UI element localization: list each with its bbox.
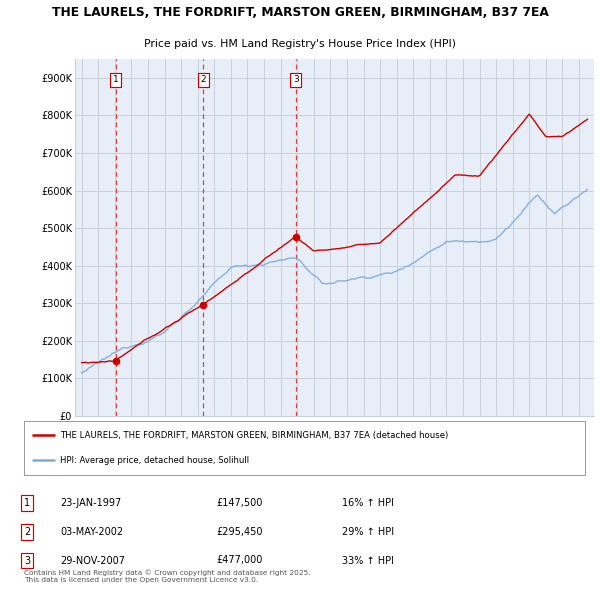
Text: 33% ↑ HPI: 33% ↑ HPI [342,556,394,565]
Text: 3: 3 [24,556,30,565]
Text: 1: 1 [24,498,30,507]
Text: 2: 2 [24,527,30,537]
Text: 29% ↑ HPI: 29% ↑ HPI [342,527,394,537]
Text: £295,450: £295,450 [216,527,263,537]
Text: HPI: Average price, detached house, Solihull: HPI: Average price, detached house, Soli… [61,456,250,465]
Text: £147,500: £147,500 [216,498,262,507]
Text: 16% ↑ HPI: 16% ↑ HPI [342,498,394,507]
Text: 3: 3 [293,75,299,84]
Text: 03-MAY-2002: 03-MAY-2002 [60,527,123,537]
Text: 23-JAN-1997: 23-JAN-1997 [60,498,121,507]
Text: 2: 2 [200,75,206,84]
Text: Price paid vs. HM Land Registry's House Price Index (HPI): Price paid vs. HM Land Registry's House … [144,39,456,49]
Text: 1: 1 [113,75,119,84]
Text: THE LAURELS, THE FORDRIFT, MARSTON GREEN, BIRMINGHAM, B37 7EA: THE LAURELS, THE FORDRIFT, MARSTON GREEN… [52,6,548,19]
Text: 29-NOV-2007: 29-NOV-2007 [60,556,125,565]
Text: THE LAURELS, THE FORDRIFT, MARSTON GREEN, BIRMINGHAM, B37 7EA (detached house): THE LAURELS, THE FORDRIFT, MARSTON GREEN… [61,431,449,440]
Text: £477,000: £477,000 [216,556,262,565]
Text: Contains HM Land Registry data © Crown copyright and database right 2025.
This d: Contains HM Land Registry data © Crown c… [24,569,311,583]
